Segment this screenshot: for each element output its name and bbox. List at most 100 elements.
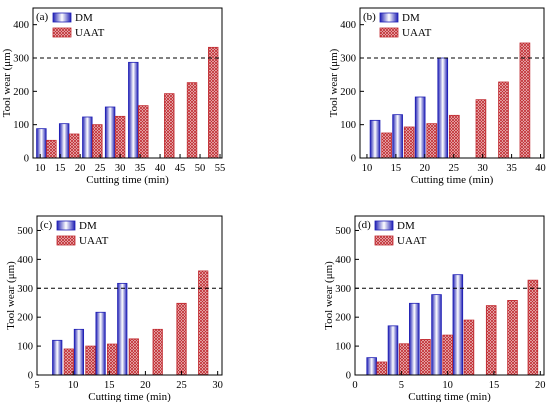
bar	[198, 270, 209, 376]
legend-swatch	[52, 12, 72, 23]
x-tick-label: 30	[212, 380, 223, 391]
bar	[128, 61, 139, 159]
y-axis-label: Tool wear (μm)	[1, 48, 13, 117]
x-axis-label: Cutting time (min)	[411, 174, 494, 186]
y-tick-label: 0	[346, 371, 351, 382]
x-tick-label: 15	[489, 380, 500, 391]
bar	[485, 305, 497, 376]
x-tick-label: 50	[195, 163, 206, 174]
legend-label: DM	[79, 220, 97, 232]
bar	[381, 132, 392, 159]
bar	[519, 42, 531, 159]
y-tick-label: 200	[17, 313, 33, 324]
y-tick-label: 100	[335, 342, 351, 353]
y-tick-label: 300	[335, 284, 351, 295]
y-tick-label: 400	[335, 255, 351, 266]
bar	[92, 124, 103, 159]
y-axis-label: Tool wear (μm)	[328, 48, 340, 117]
y-tick-label: 400	[13, 20, 29, 31]
y-tick-label: 0	[28, 371, 33, 382]
x-axis-label: Cutting time (min)	[86, 174, 169, 186]
x-tick-label: 35	[135, 163, 146, 174]
legend-label: UAAT	[402, 27, 432, 39]
bar	[85, 345, 96, 376]
x-tick-label: 5	[34, 380, 39, 391]
bar	[452, 274, 464, 376]
x-tick-label: 10	[362, 163, 373, 174]
legend-label: UAAT	[397, 235, 427, 247]
bar	[507, 300, 518, 376]
panel-label: (d)	[358, 219, 371, 231]
x-axis-label: Cutting time (min)	[408, 391, 491, 402]
bar	[104, 106, 116, 159]
x-tick-label: 30	[477, 163, 488, 174]
x-tick-label: 20	[75, 163, 86, 174]
y-tick-label: 200	[13, 87, 29, 98]
panel-label: (b)	[363, 11, 376, 23]
legend-swatch	[379, 12, 399, 23]
legend-swatch	[56, 235, 76, 246]
x-tick-label: 25	[176, 380, 187, 391]
x-tick-label: 15	[104, 380, 115, 391]
x-tick-label: 15	[55, 163, 66, 174]
legend-swatch	[56, 220, 76, 231]
y-axis-label: Tool wear (μm)	[5, 261, 17, 330]
legend-swatch	[52, 27, 72, 38]
x-tick-label: 30	[115, 163, 126, 174]
legend-swatch	[374, 235, 394, 246]
bar	[369, 119, 381, 159]
bar	[437, 57, 449, 159]
bar	[68, 133, 80, 159]
bar	[107, 343, 118, 376]
x-tick-label: 25	[95, 163, 106, 174]
x-tick-label: 10	[68, 380, 79, 391]
x-tick-label: 5	[399, 380, 404, 391]
bar	[73, 328, 85, 376]
x-tick-label: 45	[175, 163, 186, 174]
bar	[376, 361, 388, 376]
x-tick-label: 55	[215, 163, 226, 174]
bar	[398, 343, 410, 376]
legend-label: DM	[75, 12, 93, 24]
bar	[46, 139, 57, 159]
bar	[36, 128, 47, 159]
bar	[448, 114, 460, 159]
legend-label: DM	[402, 12, 420, 24]
bar	[420, 339, 431, 376]
bar	[403, 126, 415, 159]
bar	[95, 311, 106, 376]
y-tick-label: 100	[17, 342, 33, 353]
panel-label: (a)	[36, 11, 49, 23]
bar	[431, 294, 442, 376]
y-tick-label: 300	[17, 284, 33, 295]
bar	[117, 282, 128, 376]
x-tick-label: 35	[506, 163, 517, 174]
legend-label: DM	[397, 220, 415, 232]
x-tick-label: 10	[35, 163, 46, 174]
bar	[208, 46, 219, 159]
legend-label: UAAT	[79, 235, 109, 247]
x-axis-label: Cutting time (min)	[88, 391, 171, 402]
bar	[52, 339, 63, 376]
y-tick-label: 300	[13, 54, 29, 65]
y-tick-label: 0	[351, 154, 356, 165]
y-tick-label: 200	[340, 87, 356, 98]
bar	[426, 123, 438, 159]
x-tick-label: 15	[391, 163, 402, 174]
x-tick-label: 20	[420, 163, 431, 174]
plot-frame	[354, 215, 545, 376]
bar	[498, 81, 509, 159]
bar	[186, 82, 198, 159]
bar	[392, 114, 403, 159]
bar	[414, 96, 426, 159]
bar	[463, 319, 475, 376]
x-tick-label: 20	[140, 380, 151, 391]
bar	[152, 328, 163, 376]
panel-label: (c)	[40, 219, 53, 231]
plot-frame	[359, 7, 545, 159]
bar	[164, 93, 175, 159]
y-tick-label: 200	[335, 313, 351, 324]
y-tick-label: 400	[17, 255, 33, 266]
y-tick-label: 500	[335, 226, 351, 237]
